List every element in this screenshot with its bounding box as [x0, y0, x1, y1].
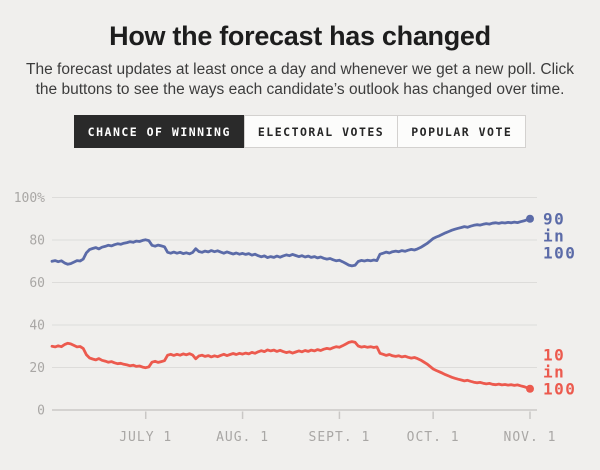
- y-axis-label-40: 40: [29, 319, 45, 334]
- red-candidate-chance-end-label-line-2: in: [543, 362, 565, 381]
- tab-chance-of-winning[interactable]: CHANCE OF WINNING: [73, 115, 245, 148]
- x-axis-label-oct-1: OCT. 1: [407, 430, 460, 445]
- y-axis-label-20: 20: [29, 361, 45, 376]
- x-axis-label-nov-1: NOV. 1: [504, 430, 557, 445]
- page-title: How the forecast has changed: [109, 21, 491, 51]
- tab-electoral-votes[interactable]: ELECTORAL VOTES: [243, 115, 399, 148]
- subtitle-line-2: the buttons to see the ways each candida…: [35, 80, 565, 98]
- tab-popular-vote[interactable]: POPULAR VOTE: [397, 115, 527, 148]
- blue-candidate-chance-end-dot: [526, 214, 534, 223]
- x-axis-label-aug-1: AUG. 1: [216, 430, 269, 445]
- blue-candidate-chance-end-label-line-1: 90: [543, 209, 565, 228]
- y-axis-label-80: 80: [29, 234, 45, 249]
- y-axis-label-60: 60: [29, 276, 45, 291]
- subtitle-line-1: The forecast updates at least once a day…: [26, 61, 574, 78]
- blue-candidate-chance-line: [50, 217, 532, 268]
- y-axis-label-100: 100%: [14, 191, 45, 206]
- y-axis-label-0: 0: [37, 404, 45, 419]
- blue-candidate-chance-end-label-line-2: in: [543, 226, 565, 245]
- red-candidate-chance-line: [50, 340, 532, 391]
- x-axis-label-sept-1: SEPT. 1: [309, 430, 371, 445]
- x-axis-label-july-1: JULY 1: [119, 430, 172, 445]
- red-candidate-chance-end-label-line-1: 10: [543, 345, 565, 364]
- blue-candidate-chance-end-label-line-3: 100: [543, 243, 576, 262]
- view-toggle-buttons: CHANCE OF WINNING ELECTORAL VOTES POPULA…: [0, 115, 600, 148]
- page-subtitle: The forecast updates at least once a day…: [11, 60, 589, 99]
- red-candidate-chance-end-label-line-3: 100: [543, 379, 576, 398]
- red-candidate-chance-end-dot: [526, 384, 534, 393]
